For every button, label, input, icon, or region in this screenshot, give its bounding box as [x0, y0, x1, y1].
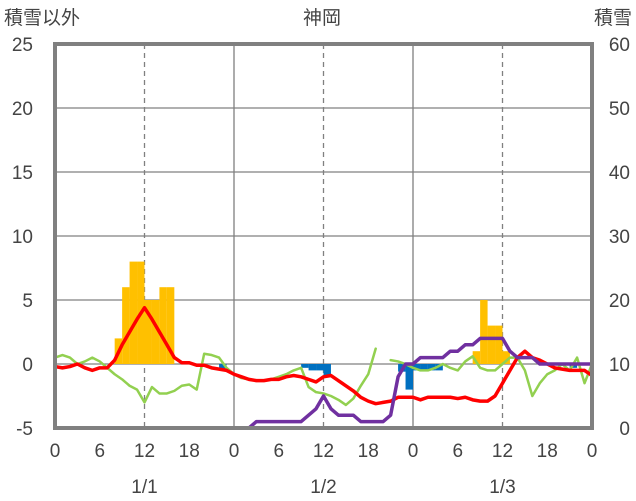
x-tick-label: 12: [313, 441, 334, 462]
date-label: 1/1: [131, 477, 157, 498]
right-axis-label: 積雪: [594, 7, 632, 29]
x-tick-label: 0: [587, 441, 598, 462]
frame-layer: [53, 42, 594, 430]
snowfall-bar: [487, 325, 496, 364]
precip-bar: [308, 364, 317, 371]
x-tick-label: 0: [50, 441, 61, 462]
left-tick-label: -5: [16, 419, 33, 440]
precip-bar: [219, 364, 227, 371]
x-tick-label: 12: [492, 441, 513, 462]
chart-title: 神岡: [303, 7, 341, 29]
snowfall-bar: [129, 261, 138, 364]
precip-bar: [427, 364, 436, 371]
precip-bar: [316, 364, 324, 371]
x-tick-label: 6: [273, 441, 284, 462]
x-tick-label: 18: [358, 441, 379, 462]
snowfall-bar: [122, 287, 130, 364]
snowfall-bar: [502, 351, 510, 364]
precip-bar: [301, 364, 309, 368]
x-tick-label: 0: [229, 441, 240, 462]
snowfall-bar: [144, 300, 152, 364]
left-tick-label: 25: [12, 35, 33, 56]
snowfall-bar: [472, 351, 481, 364]
left-axis-label: 積雪以外: [4, 7, 80, 29]
snowfall-bar: [159, 287, 167, 364]
ticks-layer: -5 0 5 10 15 20 25 0 10 20 30 40 50 60 0 6 12 18 0 6 12 18 0 6 1…: [12, 35, 630, 498]
left-tick-label: 5: [22, 291, 33, 312]
snowfall-bar: [151, 300, 160, 364]
right-tick-label: 40: [609, 163, 630, 184]
series-line-temp: [53, 305, 594, 406]
snowfall-bar: [166, 287, 175, 364]
x-tick-label: 6: [94, 441, 105, 462]
precip-bar: [420, 364, 428, 371]
right-tick-label: 0: [619, 419, 630, 440]
left-tick-label: 15: [12, 163, 33, 184]
bars-layer: [114, 261, 578, 390]
left-tick-label: 0: [22, 355, 33, 376]
x-tick-label: 0: [408, 441, 419, 462]
right-tick-label: 50: [609, 99, 630, 120]
x-tick-label: 18: [537, 441, 558, 462]
date-label: 1/3: [489, 477, 515, 498]
x-tick-label: 6: [452, 441, 463, 462]
precip-bar: [413, 364, 421, 371]
plot-frame: [53, 42, 594, 430]
precip-bar: [405, 364, 413, 390]
right-tick-label: 30: [609, 227, 630, 248]
right-tick-label: 10: [609, 355, 630, 376]
date-label: 1/2: [310, 477, 336, 498]
right-tick-label: 20: [609, 291, 630, 312]
left-tick-label: 20: [12, 99, 33, 120]
x-tick-label: 18: [179, 441, 200, 462]
snowfall-bar: [480, 300, 488, 364]
snowfall-bar: [495, 325, 503, 364]
right-tick-label: 60: [609, 35, 630, 56]
x-tick-label: 12: [134, 441, 155, 462]
left-tick-label: 10: [12, 227, 33, 248]
precip-bar: [323, 364, 331, 377]
